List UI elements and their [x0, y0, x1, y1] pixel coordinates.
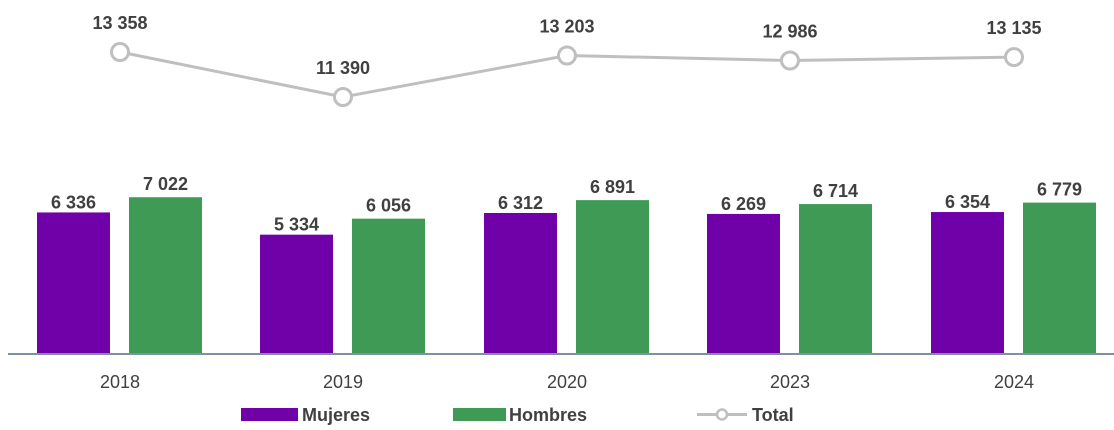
labels-layer: 6 336 7 022 2018 5 334 6 056 2019 6 312 6 891 20…	[51, 13, 1082, 392]
total-point	[557, 45, 577, 66]
legend-marker-total	[715, 408, 729, 421]
bar-hombres	[1023, 202, 1096, 353]
total-point	[780, 50, 800, 71]
bar-hombres	[799, 204, 872, 353]
x-tick-label: 2023	[770, 372, 810, 392]
data-label-mujeres: 6 336	[51, 192, 96, 212]
x-tick-label: 2024	[994, 372, 1034, 392]
data-label-mujeres: 6 354	[945, 192, 990, 212]
data-label-total: 12 986	[762, 22, 817, 42]
data-label-hombres: 6 779	[1037, 180, 1082, 200]
total-line-layer	[110, 42, 1024, 107]
bar-mujeres	[931, 212, 1004, 353]
total-point	[110, 42, 130, 62]
legend-swatch-mujeres	[241, 408, 298, 421]
data-label-total: 11 390	[316, 58, 370, 78]
data-label-mujeres: 5 334	[274, 215, 319, 235]
data-label-total: 13 135	[986, 18, 1041, 38]
data-label-hombres: 7 022	[143, 174, 188, 194]
x-tick-label: 2019	[323, 372, 363, 392]
data-label-total: 13 203	[539, 17, 594, 37]
bar-hombres	[576, 200, 649, 353]
total-point	[333, 87, 353, 107]
bar-hombres	[129, 197, 202, 353]
bar-mujeres	[484, 212, 557, 353]
bar-mujeres	[260, 234, 333, 353]
data-label-total: 13 358	[92, 13, 147, 33]
legend: Mujeres Hombres Total	[241, 405, 794, 425]
data-label-hombres: 6 056	[366, 196, 411, 216]
bar-mujeres	[37, 212, 110, 353]
legend-label-mujeres: Mujeres	[302, 405, 370, 425]
data-label-mujeres: 6 312	[498, 193, 543, 213]
legend-label-total: Total	[752, 405, 794, 425]
x-tick-label: 2018	[100, 372, 140, 392]
legend-swatch-hombres	[453, 408, 506, 421]
legend-label-hombres: Hombres	[509, 405, 587, 425]
bars-layer	[37, 197, 1096, 353]
data-label-hombres: 6 891	[590, 177, 635, 197]
bar-hombres	[352, 218, 425, 353]
total-point	[1004, 47, 1024, 68]
data-label-mujeres: 6 269	[721, 194, 766, 214]
x-tick-label: 2020	[547, 372, 587, 392]
data-label-hombres: 6 714	[813, 181, 858, 201]
bar-mujeres	[707, 213, 780, 353]
